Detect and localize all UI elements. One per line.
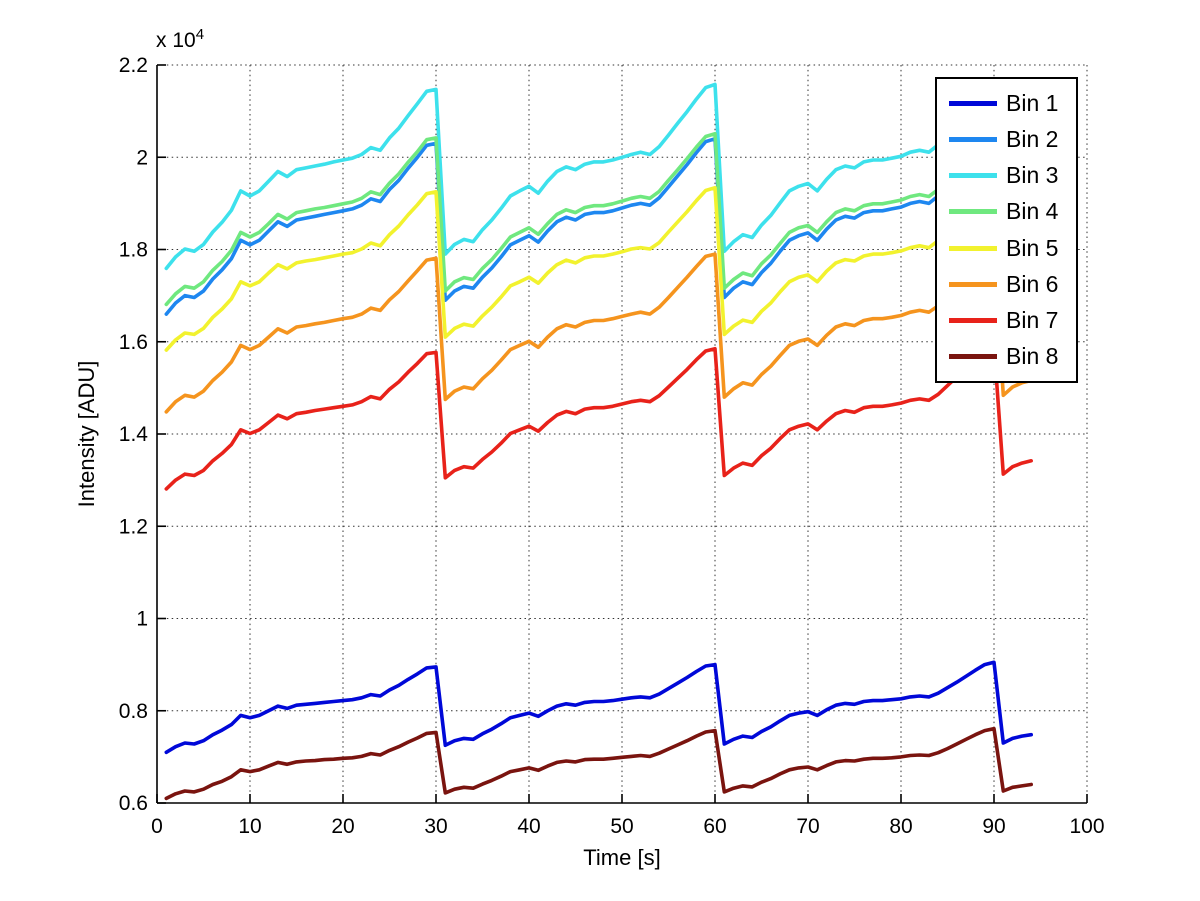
legend-box: Bin 1 Bin 2 Bin 3 Bin 4 Bin 5 Bin 6 Bin 7 Bin 8 [935, 77, 1078, 383]
y-tick-label: 2.2 [119, 54, 148, 77]
y-tick-label: 2 [136, 146, 148, 169]
legend-line-sample [949, 281, 997, 287]
legend-label: Bin 4 [1006, 198, 1059, 225]
x-tick-label: 70 [796, 815, 819, 838]
legend-label: Bin 5 [1006, 234, 1059, 261]
series-line [164, 127, 1033, 307]
y-tick-label: 1.8 [119, 239, 148, 262]
series-line [164, 181, 1033, 352]
legend-label: Bin 1 [1006, 89, 1059, 116]
x-tick-label: 10 [238, 815, 261, 838]
y-axis-exponent: x 104 [156, 26, 204, 53]
x-tick-label: 20 [331, 815, 354, 838]
y-tick-label: 1.6 [119, 331, 148, 354]
y-tick-label: 0.6 [119, 792, 148, 815]
series-line [164, 726, 1033, 801]
legend-label: Bin 8 [1006, 343, 1059, 370]
legend-line-sample [949, 136, 997, 142]
x-tick-label: 30 [424, 815, 447, 838]
x-tick-label: 90 [982, 815, 1005, 838]
legend-item: Bin 2 [937, 126, 1076, 153]
y-tick-label: 1.2 [119, 515, 148, 538]
series-line [164, 248, 1033, 414]
y-tick-label: 1 [136, 608, 148, 631]
x-tick-label: 50 [610, 815, 633, 838]
legend-line-sample [949, 173, 997, 179]
x-tick-label: 80 [889, 815, 912, 838]
series-line [164, 132, 1033, 316]
x-tick-label: 100 [1069, 815, 1104, 838]
legend-line-sample [949, 100, 997, 106]
y-tick-label: 0.8 [119, 700, 148, 723]
exponent-power: 4 [195, 26, 205, 43]
legend-item: Bin 8 [937, 343, 1076, 370]
exponent-base: x 10 [156, 29, 196, 52]
legend-line-sample [949, 354, 997, 360]
x-tick-label: 40 [517, 815, 540, 838]
legend-line-sample [949, 245, 997, 251]
legend-label: Bin 6 [1006, 270, 1059, 297]
legend-line-sample [949, 318, 997, 324]
legend-item: Bin 3 [937, 162, 1076, 189]
series-line [164, 78, 1033, 271]
legend-item: Bin 6 [937, 271, 1076, 298]
legend-label: Bin 2 [1006, 125, 1059, 152]
series-line [164, 660, 1033, 755]
legend-item: Bin 5 [937, 235, 1076, 262]
legend-label: Bin 3 [1006, 162, 1059, 189]
series-line [164, 343, 1033, 491]
legend-item: Bin 7 [937, 307, 1076, 334]
x-tick-label: 60 [703, 815, 726, 838]
legend-item: Bin 1 [937, 90, 1076, 117]
legend-item: Bin 4 [937, 198, 1076, 225]
x-axis-label: Time [s] [583, 845, 661, 870]
y-tick-label: 1.4 [119, 423, 149, 446]
legend-line-sample [949, 209, 997, 215]
y-axis-label: Intensity [ADU] [74, 360, 99, 508]
x-tick-label: 0 [151, 815, 163, 838]
legend-label: Bin 7 [1006, 307, 1059, 334]
